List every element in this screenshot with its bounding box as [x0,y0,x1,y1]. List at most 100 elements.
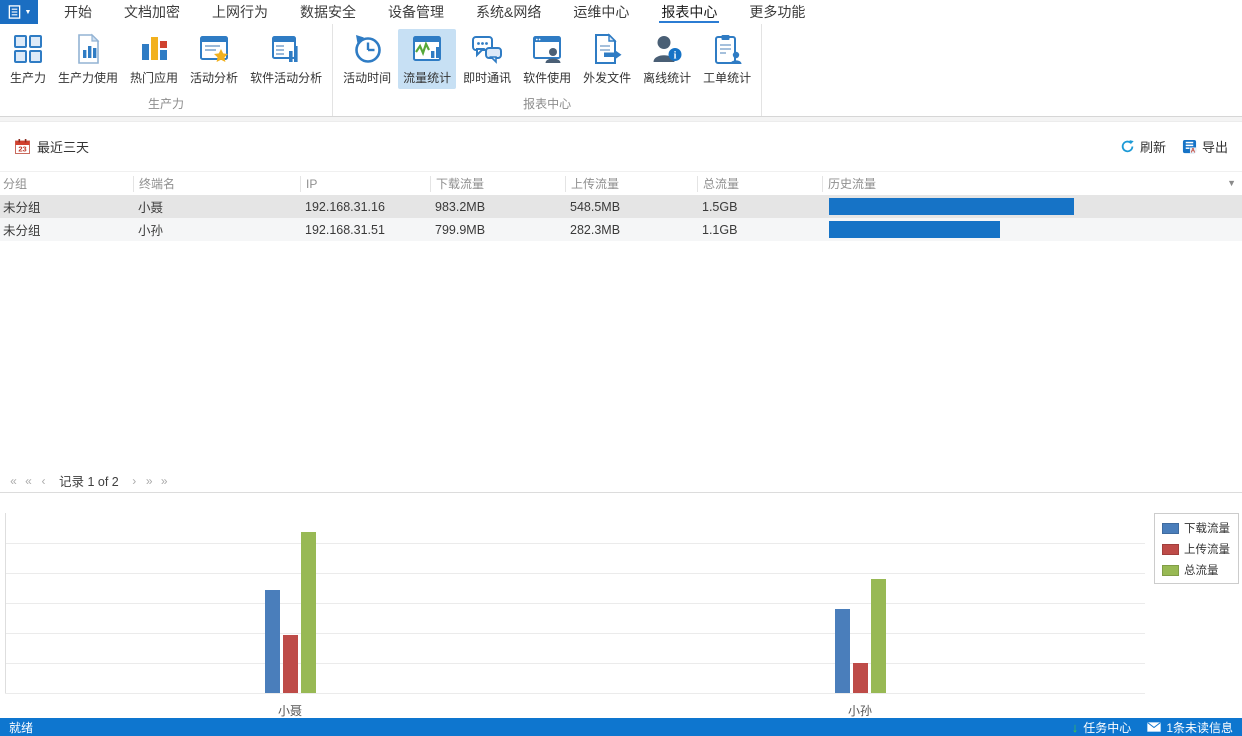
prev-page-icon[interactable]: ‹ [36,474,51,488]
ribbon-items: 活动时间流量统计即时通讯软件使用外发文件 i 离线统计工单统计 [336,24,758,89]
refresh-icon [1120,139,1135,154]
table-row[interactable]: 未分组小聂192.168.31.16983.2MB548.5MB1.5GB [0,195,1242,218]
ribbon-button-instant-messaging[interactable]: 即时通讯 [458,29,516,89]
cell-name: 小聂 [133,197,300,216]
menu-tab-9[interactable]: 更多功能 [733,0,821,24]
menu-tab-4[interactable]: 数据安全 [284,0,372,24]
chevron-down-icon: ▼ [25,9,32,16]
work-order-stats-icon [711,33,743,65]
ribbon-button-productivity-usage[interactable]: 生产力使用 [53,29,123,89]
activity-time-icon [351,33,383,65]
chart-category-label: 小孙 [820,702,900,719]
unread-messages-label: 1条未读信息 [1166,719,1233,736]
traffic-bar-chart: 小聂小孙下载流量上传流量总流量 [0,493,1242,718]
ribbon-button-outgoing-files[interactable]: 外发文件 [578,29,636,89]
chart-bar-总流量-小孙 [871,579,886,693]
last-page-icon[interactable]: » [157,474,172,488]
menu-tab-8[interactable]: 报表中心 [645,0,733,24]
table-row[interactable]: 未分组小孙192.168.31.51799.9MB282.3MB1.1GB [0,218,1242,241]
ribbon-button-software-usage[interactable]: 软件使用 [518,29,576,89]
chart-bar-上传流量-小孙 [853,663,868,693]
legend-item: 下载流量 [1162,520,1230,536]
chart-y-axis [5,513,6,693]
ribbon: 生产力生产力使用热门应用活动分析软件活动分析生产力活动时间流量统计即时通讯软件使… [0,24,1242,117]
ribbon-group-label: 报表中心 [333,95,761,112]
svg-text:23: 23 [18,144,26,153]
ribbon-button-label: 热门应用 [130,69,178,86]
cell-group: 未分组 [0,197,133,216]
ribbon-button-activity-time[interactable]: 活动时间 [338,29,396,89]
date-range-filter[interactable]: 23 最近三天 [14,137,89,156]
app-logo-icon [7,4,22,20]
ribbon-button-label: 工单统计 [703,69,751,86]
column-header-2[interactable]: 终端名 [133,176,300,192]
ribbon-button-traffic-stats[interactable]: 流量统计 [398,29,456,89]
chart-gridline [5,543,1145,544]
chart-gridline [5,633,1145,634]
download-arrow-icon: ↓ [1072,721,1079,734]
refresh-label: 刷新 [1140,137,1166,156]
ribbon-button-offline-stats[interactable]: i 离线统计 [638,29,696,89]
menu-tab-7[interactable]: 运维中心 [557,0,645,24]
ribbon-button-productivity[interactable]: 生产力 [5,29,51,89]
column-header-1[interactable]: 分组 [0,176,133,192]
menu-tab-5[interactable]: 设备管理 [372,0,460,24]
ribbon-button-label: 外发文件 [583,69,631,86]
column-header-6[interactable]: 总流量 [697,176,822,192]
traffic-stats-icon [411,33,443,65]
table-header-row: 分组终端名IP下载流量上传流量总流量历史流量▼ [0,171,1242,195]
fast-next-icon[interactable]: » [142,474,157,488]
ribbon-button-work-order-stats[interactable]: 工单统计 [698,29,756,89]
menu-tab-1[interactable]: 开始 [48,0,108,24]
ribbon-button-software-activity-analysis[interactable]: 软件活动分析 [245,29,327,89]
app-menu-button[interactable]: ▼ [0,0,38,24]
cell-upload: 282.3MB [565,223,697,237]
ribbon-group-2: 活动时间流量统计即时通讯软件使用外发文件 i 离线统计工单统计报表中心 [333,24,762,116]
pagination-bar: « « ‹ 记录 1 of 2 › » » [0,469,1242,493]
cell-ip: 192.168.31.51 [300,223,430,237]
history-traffic-bar [829,198,1074,215]
menu-tab-2[interactable]: 文档加密 [108,0,196,24]
cell-upload: 548.5MB [565,200,697,214]
legend-label: 下载流量 [1184,520,1230,536]
ribbon-button-label: 离线统计 [643,69,691,86]
refresh-button[interactable]: 刷新 [1120,137,1166,156]
menu-tabs: 开始文档加密上网行为数据安全设备管理系统&网络运维中心报表中心更多功能 [48,0,821,24]
history-traffic-bar [829,221,1000,238]
next-page-icon[interactable]: › [127,474,142,488]
fast-prev-icon[interactable]: « [21,474,36,488]
cell-total: 1.5GB [697,200,822,214]
date-range-label: 最近三天 [37,137,89,156]
menu-tab-3[interactable]: 上网行为 [196,0,284,24]
chart-gridline [5,693,1145,694]
export-label: 导出 [1202,137,1228,156]
legend-swatch [1162,523,1179,534]
first-page-icon[interactable]: « [6,474,21,488]
menu-tab-6[interactable]: 系统&网络 [460,0,557,24]
ribbon-button-hot-apps[interactable]: 热门应用 [125,29,183,89]
column-header-7[interactable]: 历史流量 [822,176,1242,192]
column-header-4[interactable]: 下载流量 [430,176,565,192]
legend-item: 总流量 [1162,562,1230,578]
record-count-label: 记录 1 of 2 [59,471,119,490]
chart-bar-总流量-小聂 [301,532,316,693]
ribbon-button-activity-analysis[interactable]: 活动分析 [185,29,243,89]
task-center-button[interactable]: ↓ 任务中心 [1072,719,1132,736]
chart-bar-下载流量-小孙 [835,609,850,693]
ribbon-button-label: 流量统计 [403,69,451,86]
column-header-3[interactable]: IP [300,176,430,192]
svg-text:i: i [674,51,677,62]
filter-toolbar: 23 最近三天 刷新 A 导出 [0,128,1242,164]
ribbon-button-label: 活动时间 [343,69,391,86]
column-header-5[interactable]: 上传流量 [565,176,697,192]
cell-group: 未分组 [0,220,133,239]
ribbon-button-label: 活动分析 [190,69,238,86]
ribbon-group-1: 生产力生产力使用热门应用活动分析软件活动分析生产力 [0,24,333,116]
export-button[interactable]: A 导出 [1182,137,1228,156]
unread-messages-button[interactable]: 1条未读信息 [1147,719,1233,736]
column-options-dropdown-icon[interactable]: ▼ [1227,178,1236,188]
ribbon-button-label: 生产力使用 [58,69,118,86]
cell-ip: 192.168.31.16 [300,200,430,214]
cell-download: 799.9MB [430,223,565,237]
calendar-icon: 23 [14,138,31,155]
